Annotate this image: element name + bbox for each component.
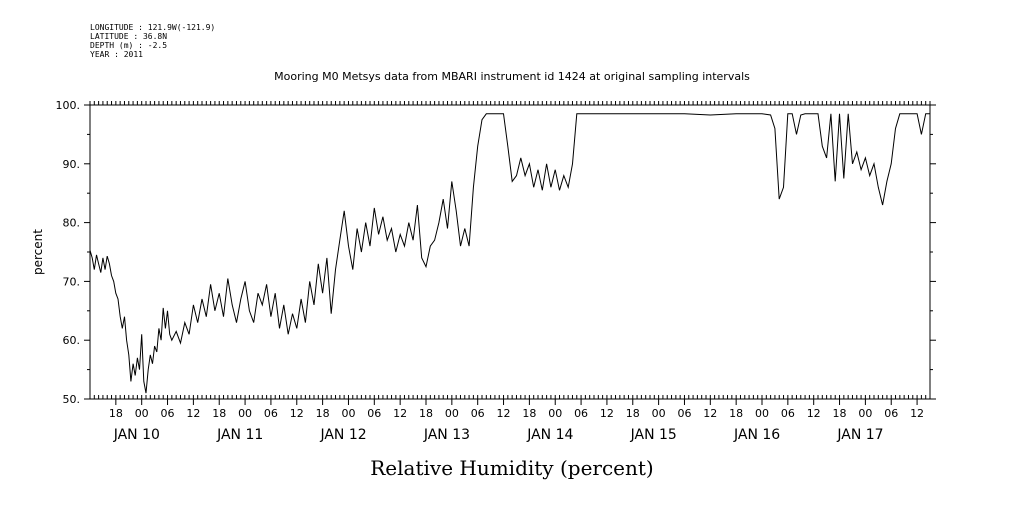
x-day-label: JAN 14 [526,427,573,443]
y-tick-label: 80. [63,217,81,230]
x-hour-label: 18 [626,407,640,420]
y-tick-label: 70. [63,275,81,288]
y-tick-label: 90. [63,158,81,171]
x-hour-label: 06 [161,407,175,420]
x-hour-label: 18 [316,407,330,420]
x-hour-label: 00 [755,407,769,420]
x-hour-label: 00 [858,407,872,420]
data-series [89,113,930,394]
x-hour-label: 12 [497,407,511,420]
x-hour-label: 00 [341,407,355,420]
x-day-label: JAN 11 [216,427,263,443]
x-hour-label: 18 [729,407,743,420]
y-tick-label: 50. [63,393,81,406]
x-hour-label: 18 [109,407,123,420]
x-hour-label: 00 [652,407,666,420]
x-hour-label: 12 [703,407,717,420]
x-hour-label: 12 [600,407,614,420]
y-tick-label: 100. [56,99,81,112]
x-hour-label: 06 [471,407,485,420]
x-hour-label: 00 [135,407,149,420]
x-hour-label: 06 [367,407,381,420]
x-day-label: JAN 17 [836,427,883,443]
x-hour-label: 06 [781,407,795,420]
x-day-label: JAN 15 [630,427,677,443]
chart-title: Mooring M0 Metsys data from MBARI instru… [274,70,750,83]
humidity-series-line [89,113,930,394]
x-day-label: JAN 10 [113,427,160,443]
x-hour-label: 00 [548,407,562,420]
x-hour-label: 12 [186,407,200,420]
meta-longitude: LONGITUDE : 121.9W(-121.9) [90,23,215,32]
x-hour-label: 12 [910,407,924,420]
x-hour-label: 18 [833,407,847,420]
meta-latitude: LATITUDE : 36.8N [90,32,167,41]
x-hour-label: 06 [884,407,898,420]
x-hour-label: 06 [677,407,691,420]
x-hour-label: 12 [393,407,407,420]
x-hour-label: 12 [290,407,304,420]
x-hour-label: 12 [807,407,821,420]
x-hour-label: 06 [264,407,278,420]
y-tick-label: 60. [63,334,81,347]
meta-year: YEAR : 2011 [90,50,143,59]
x-hour-label: 18 [419,407,433,420]
x-hour-label: 18 [522,407,536,420]
y-axis: 50. 60. 70. 80. 90. 100. [56,99,936,406]
x-hour-label: 18 [212,407,226,420]
meta-depth: DEPTH (m) : -2.5 [90,41,167,50]
x-hour-label: 06 [574,407,588,420]
x-day-label: JAN 16 [733,427,780,443]
x-day-label: JAN 12 [319,427,366,443]
x-axis: 18 00 06 12 18 00 06 12 18 00 06 12 18 00 06 12 18 00 06 12… [89,101,931,443]
y-axis-label: percent [31,229,45,275]
x-day-label: JAN 13 [423,427,470,443]
x-hour-label: 00 [445,407,459,420]
plot-frame [89,104,931,400]
x-hour-label: 00 [238,407,252,420]
x-axis-label: Relative Humidity (percent) [370,456,653,480]
